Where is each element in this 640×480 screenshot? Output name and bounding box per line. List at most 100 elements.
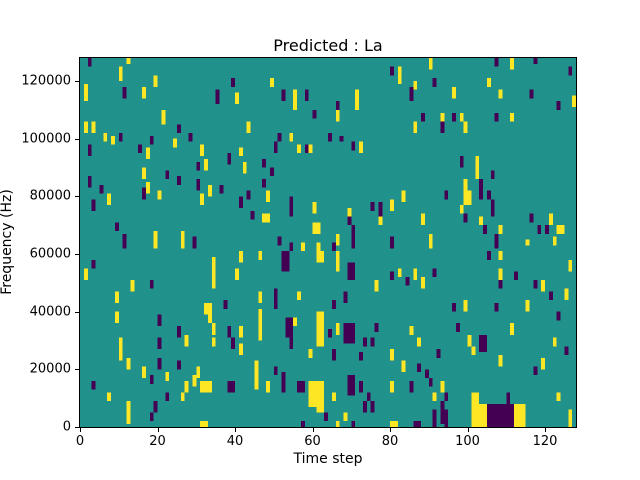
heatmap-cell: [335, 109, 340, 122]
heatmap-cell: [83, 268, 88, 280]
heatmap-cell: [281, 89, 286, 102]
heatmap-cell: [91, 199, 96, 211]
heatmap-cell: [475, 156, 480, 180]
heatmap-cell: [91, 380, 96, 390]
heatmap-cell: [138, 144, 142, 154]
heatmap-cell: [103, 132, 108, 142]
heatmap-cell: [335, 251, 340, 272]
heatmap-cell: [273, 288, 278, 309]
heatmap-cell: [145, 147, 150, 159]
heatmap-cell: [300, 421, 305, 427]
heatmap-cell: [231, 78, 235, 87]
heatmap-cell: [188, 132, 193, 142]
heatmap-cell: [180, 392, 185, 402]
heatmap-cell: [176, 360, 181, 370]
heatmap-cell: [417, 363, 421, 373]
heatmap-cell: [514, 271, 518, 280]
x-tick-mark: [312, 428, 314, 432]
heatmap-cell: [235, 268, 239, 280]
heatmap-cell: [204, 303, 212, 315]
heatmap-cell: [374, 279, 379, 292]
heatmap-cell: [397, 268, 402, 278]
heatmap-cell: [223, 300, 228, 309]
heatmap-cell: [405, 277, 410, 286]
heatmap-cell: [114, 222, 119, 231]
heatmap-cell: [409, 86, 414, 102]
heatmap-cell: [149, 135, 154, 145]
heatmap-cell: [463, 213, 468, 223]
heatmap-cell: [153, 230, 158, 249]
x-tick-mark: [157, 428, 159, 432]
heatmap-cell: [157, 190, 162, 200]
heatmap-cell: [413, 421, 421, 427]
heatmap-cell: [308, 349, 313, 358]
heatmap-cell: [111, 135, 115, 145]
heatmap-cell: [390, 236, 394, 246]
heatmap-cell: [122, 233, 127, 249]
heatmap-cell: [351, 225, 356, 234]
heatmap-cell: [444, 409, 449, 427]
heatmap-cell: [87, 176, 92, 188]
heatmap-cell: [300, 242, 305, 252]
heatmap-cell: [238, 343, 243, 355]
heatmap-cell: [463, 300, 468, 312]
x-tick-mark: [390, 428, 391, 432]
heatmap-cell: [273, 366, 278, 376]
heatmap-cell: [479, 334, 487, 353]
heatmap-cell: [157, 357, 162, 370]
y-tick-label: 100000: [21, 131, 71, 147]
heatmap-cell: [254, 360, 259, 390]
heatmap-cell: [118, 66, 123, 82]
heatmap-cell: [390, 66, 394, 76]
heatmap-cell: [142, 167, 146, 180]
y-tick-label: 0: [62, 419, 71, 435]
heatmap-cell: [114, 291, 119, 304]
heatmap-cell: [262, 158, 266, 168]
heatmap-cell: [126, 357, 131, 370]
heatmap-cell: [401, 190, 406, 203]
heatmap-cell: [432, 392, 437, 402]
heatmap-cell: [231, 337, 235, 350]
y-tick-mark: [75, 138, 79, 140]
heatmap-cell: [568, 259, 573, 272]
heatmap-cell: [351, 421, 356, 427]
heatmap-cell: [165, 372, 170, 381]
heatmap-cell: [316, 406, 325, 413]
heatmap-cell: [533, 58, 538, 64]
heatmap-cell: [142, 187, 146, 200]
heatmap-cell: [347, 216, 352, 226]
heatmap-cell: [479, 216, 483, 226]
heatmap-cell: [572, 95, 576, 108]
y-tick-label: 20000: [29, 361, 71, 377]
heatmap-cell: [180, 230, 185, 249]
heatmap-cell: [351, 233, 356, 246]
heatmap-cell: [176, 326, 181, 338]
heatmap-cell: [246, 190, 251, 200]
y-axis-label: Frequency (Hz): [0, 189, 15, 295]
heatmap-cell: [366, 392, 371, 402]
heatmap-cell: [498, 279, 503, 289]
heatmap-cell: [390, 199, 394, 211]
heatmap-cell: [335, 323, 340, 335]
heatmap-cell: [87, 58, 92, 67]
y-tick-mark: [75, 427, 79, 428]
heatmap-plot-area: [79, 57, 577, 428]
heatmap-cell: [215, 89, 220, 105]
heatmap-cell: [351, 141, 356, 151]
heatmap-cell: [207, 184, 212, 197]
heatmap-cell: [343, 323, 356, 344]
heatmap-cell: [157, 337, 162, 350]
heatmap-cell: [370, 401, 375, 413]
heatmap-cell: [564, 346, 569, 355]
heatmap-cell: [359, 141, 363, 154]
heatmap-cell: [238, 326, 243, 338]
heatmap-cell: [498, 89, 503, 99]
heatmap-cell: [552, 236, 557, 246]
heatmap-cell: [529, 89, 534, 99]
heatmap-cell: [424, 369, 429, 378]
heatmap-cell: [444, 190, 449, 200]
heatmap-cell: [432, 268, 437, 278]
heatmap-cell: [91, 259, 96, 269]
heatmap-cell: [568, 66, 573, 76]
heatmap-cell: [552, 337, 557, 347]
